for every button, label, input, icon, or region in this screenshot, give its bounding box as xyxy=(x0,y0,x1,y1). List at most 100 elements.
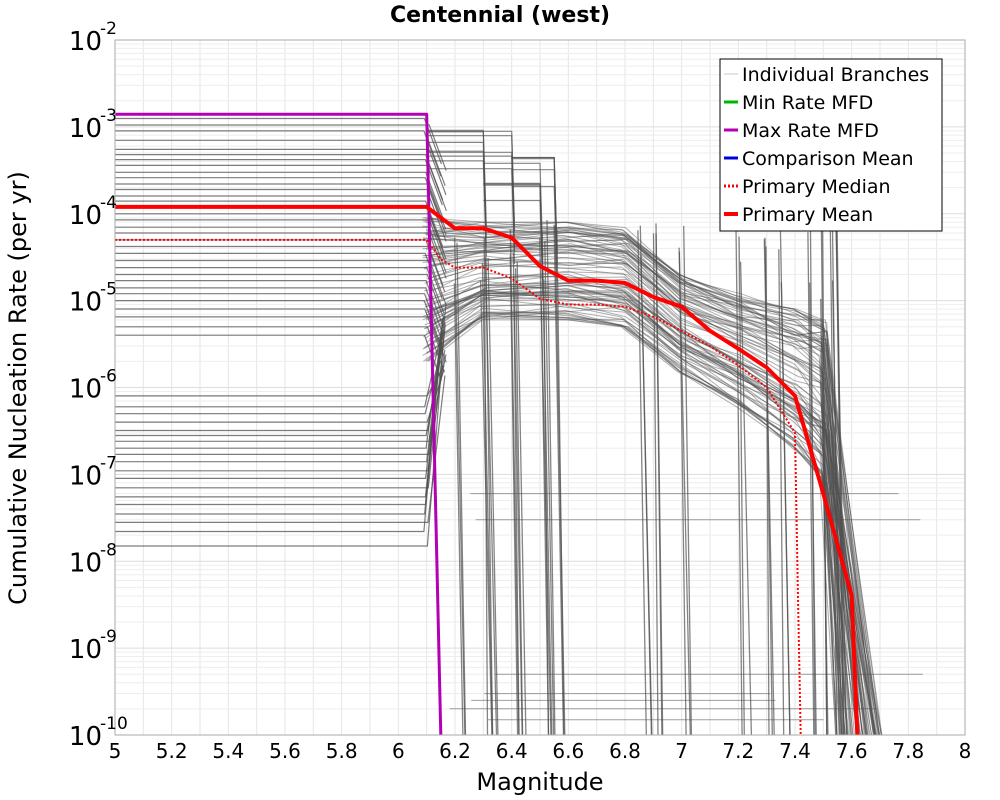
branch-line xyxy=(426,150,487,247)
branch-line xyxy=(115,171,444,218)
branch-line xyxy=(807,232,815,736)
legend-label: Max Rate MFD xyxy=(742,120,879,142)
branch-line xyxy=(115,148,447,196)
x-tick-label: 5.6 xyxy=(269,739,301,763)
x-tick-label: 7 xyxy=(675,739,688,763)
branch-line xyxy=(511,169,558,266)
branch-line xyxy=(831,280,843,736)
series-lines xyxy=(115,112,860,736)
y-tick-label-base: 10 xyxy=(69,375,102,405)
branch-line xyxy=(422,255,855,736)
series-line-primary-mean xyxy=(115,204,860,736)
branch-line xyxy=(426,129,487,226)
x-axis-label: Magnitude xyxy=(476,768,603,796)
x-tick-label: 5 xyxy=(109,739,122,763)
branch-line xyxy=(481,262,494,736)
branch-line xyxy=(456,242,467,736)
branch-line xyxy=(428,284,867,736)
branch-line xyxy=(652,233,659,736)
branch-line xyxy=(513,276,520,736)
branch-line xyxy=(426,280,875,736)
legend: Individual Branches Min Rate MFD Max Rate … xyxy=(719,58,943,232)
legend-label: Primary Mean xyxy=(742,204,873,226)
branch-line xyxy=(423,221,880,736)
x-tick-label: 6.2 xyxy=(439,739,471,763)
branch-line xyxy=(678,247,691,736)
branch-line xyxy=(483,199,544,296)
branch-line xyxy=(639,225,653,736)
branch-line xyxy=(115,330,442,533)
x-tick-label: 6.8 xyxy=(609,739,641,763)
branch-line xyxy=(778,249,785,736)
branch-line xyxy=(425,292,880,736)
x-tick-label: 5.4 xyxy=(212,739,244,763)
branch-line xyxy=(424,217,868,736)
branch-line xyxy=(820,298,829,736)
branch-line xyxy=(424,303,846,736)
branch-line xyxy=(554,225,566,736)
branch-line xyxy=(115,319,444,449)
y-tick-label-exponent: -7 xyxy=(100,453,117,473)
legend-label: Individual Branches xyxy=(742,64,929,86)
branch-line xyxy=(735,227,743,736)
branch-line xyxy=(427,242,858,736)
y-tick-label-base: 10 xyxy=(69,722,102,752)
branch-line xyxy=(543,279,550,736)
x-tick-label: 8 xyxy=(959,739,972,763)
y-tick-label-base: 10 xyxy=(69,114,102,144)
branch-line xyxy=(426,221,857,736)
plot-frame xyxy=(114,39,966,736)
branch-line xyxy=(115,330,443,408)
y-tick-label-exponent: -4 xyxy=(100,193,117,213)
x-tick-label: 5.2 xyxy=(156,739,188,763)
branch-line xyxy=(115,334,442,381)
branch-line xyxy=(426,230,863,736)
branch-line xyxy=(115,324,446,489)
branch-line xyxy=(115,267,445,314)
branch-line xyxy=(454,237,466,736)
branch-line xyxy=(546,220,556,736)
y-tick-label-exponent: -3 xyxy=(100,106,117,126)
y-tick-label-exponent: -10 xyxy=(100,714,128,734)
branch-line xyxy=(115,124,447,171)
branch-line xyxy=(115,164,447,212)
y-tick-label-base: 10 xyxy=(69,461,102,491)
x-tick-label: 6.6 xyxy=(552,739,584,763)
y-tick-label-base: 10 xyxy=(69,288,102,318)
branch-line xyxy=(509,255,519,736)
legend-box xyxy=(719,58,943,232)
branch-line xyxy=(544,240,555,736)
branch-line xyxy=(637,230,647,736)
branch-line xyxy=(426,306,882,736)
branch-line xyxy=(115,293,443,340)
branch-line xyxy=(115,335,443,498)
branch-line xyxy=(453,283,464,736)
branch-line xyxy=(553,224,565,736)
y-tick-label-base: 10 xyxy=(69,27,102,57)
branch-line xyxy=(427,245,843,736)
branch-line xyxy=(115,375,446,523)
branch-line xyxy=(655,233,663,736)
branch-line xyxy=(115,159,443,206)
branch-line xyxy=(836,219,845,736)
branch-line xyxy=(487,257,499,736)
branch-line xyxy=(809,282,817,736)
branch-line xyxy=(115,329,445,547)
y-tick-label-exponent: -9 xyxy=(100,627,117,647)
x-tick-label: 6 xyxy=(392,739,405,763)
series-line-max-rate-mfd xyxy=(115,112,443,736)
branch-line xyxy=(115,200,444,247)
branch-line xyxy=(739,261,753,736)
branch-line xyxy=(426,278,867,736)
x-tick-label: 7.2 xyxy=(722,739,754,763)
branch-line xyxy=(484,257,498,736)
branch-line xyxy=(780,282,791,736)
y-tick-label-base: 10 xyxy=(69,201,102,231)
branch-line xyxy=(115,117,442,165)
y-tick-label-base: 10 xyxy=(69,635,102,665)
branch-line xyxy=(422,238,882,736)
chart-title: Centennial (west) xyxy=(390,3,610,28)
branch-line xyxy=(423,271,863,736)
x-tick-label: 7.8 xyxy=(892,739,924,763)
